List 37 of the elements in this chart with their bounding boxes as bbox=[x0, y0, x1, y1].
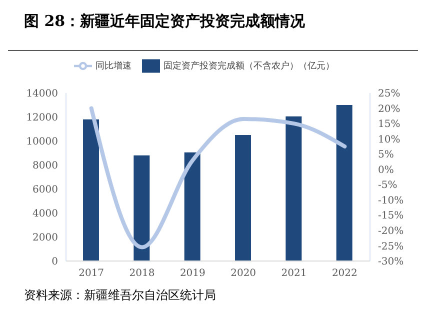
y2-tick-label: -25% bbox=[378, 241, 404, 252]
x-tick-label: 2018 bbox=[129, 268, 155, 280]
x-tick-label: 2021 bbox=[281, 268, 307, 280]
y2-tick-label: -20% bbox=[378, 226, 404, 238]
y2-tick-label: -10% bbox=[378, 195, 404, 206]
y2-tick-label: -30% bbox=[378, 256, 404, 268]
y2-tick-label: 15% bbox=[378, 119, 400, 130]
y-tick-label: 14000 bbox=[26, 88, 58, 100]
bar bbox=[336, 105, 352, 261]
y2-tick-label: -5% bbox=[378, 180, 398, 192]
bar bbox=[134, 155, 150, 261]
bar bbox=[286, 116, 302, 261]
y2-tick-label: -15% bbox=[378, 210, 404, 222]
line-series bbox=[89, 106, 347, 250]
y2-tick-label: 0% bbox=[378, 164, 394, 176]
text: 资料来源：新疆维吾尔自治区统计局 bbox=[23, 287, 217, 304]
legend-label: 同比增速 bbox=[96, 61, 132, 72]
y-tick-label: 6000 bbox=[32, 184, 58, 196]
y2-tick-label: 5% bbox=[378, 150, 394, 161]
y2-tick-label: 25% bbox=[378, 88, 400, 100]
legend-label: 固定资产投资完成额（不含农户）（亿元） bbox=[164, 61, 334, 72]
x-tick-label: 2017 bbox=[78, 268, 104, 280]
chart-title: 图 28：新疆近年固定资产投资完成额情况 bbox=[23, 11, 306, 32]
y2-tick-label: 20% bbox=[378, 104, 400, 115]
bar bbox=[235, 135, 251, 261]
x-tick-label: 2020 bbox=[230, 268, 256, 280]
y-tick-label: 2000 bbox=[32, 232, 58, 244]
y-tick-label: 4000 bbox=[32, 208, 58, 220]
y2-tick-label: 10% bbox=[378, 134, 400, 146]
y-tick-label: 10000 bbox=[26, 136, 58, 148]
x-tick-label: 2019 bbox=[180, 268, 206, 280]
y-tick-label: 8000 bbox=[32, 160, 58, 172]
y-tick-label: 12000 bbox=[26, 112, 58, 124]
bar bbox=[184, 152, 200, 261]
bar bbox=[83, 119, 99, 261]
y-tick-label: 0 bbox=[52, 256, 58, 268]
x-tick-label: 2022 bbox=[332, 268, 358, 280]
